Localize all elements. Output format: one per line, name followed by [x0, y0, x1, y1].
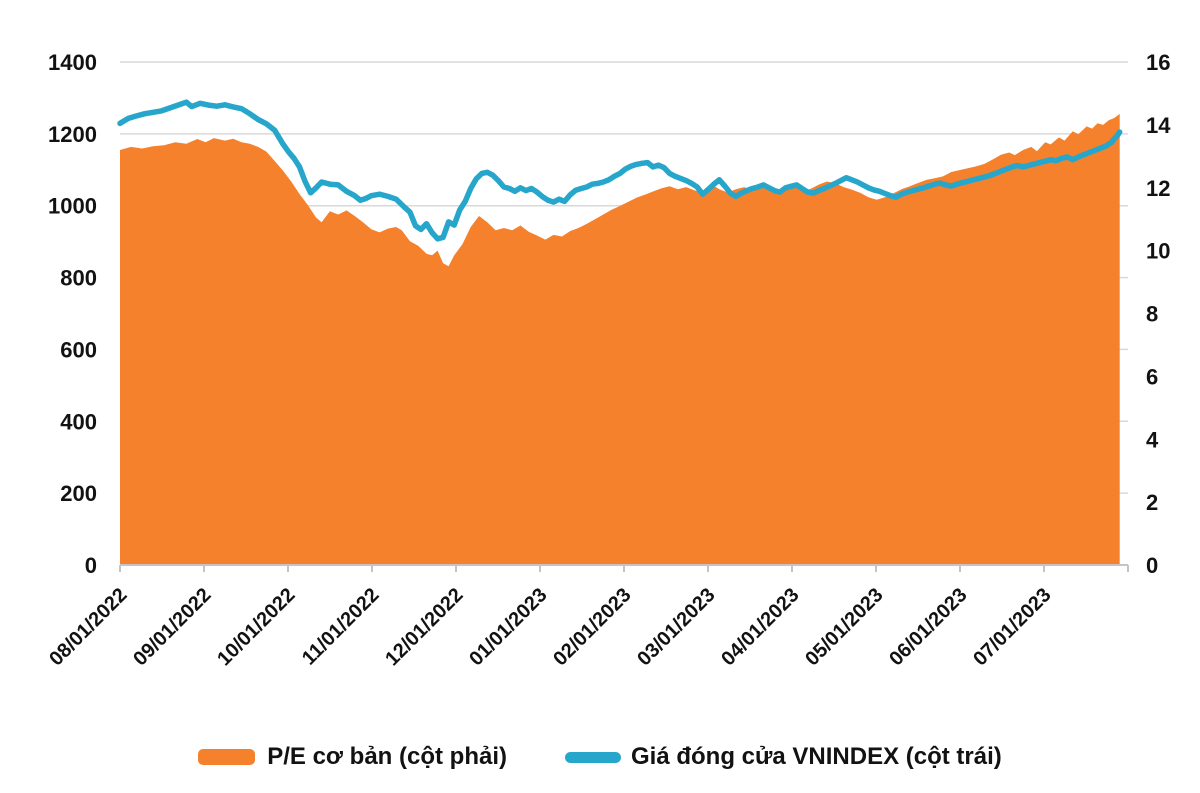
x-axis-tick-label: 07/01/2023: [969, 584, 1055, 670]
right-axis-tick-label: 2: [1146, 490, 1158, 515]
right-axis-tick-label: 16: [1146, 50, 1170, 75]
x-axis-tick-label: 02/01/2023: [549, 584, 635, 670]
pe-area-swatch-icon: [198, 749, 256, 765]
legend-item-vnindex: Giá đóng cửa VNINDEX (cột trái): [565, 743, 1002, 771]
right-axis-tick-label: 6: [1146, 364, 1158, 389]
x-axis-tick-label: 04/01/2023: [717, 584, 803, 670]
left-axis-tick-label: 600: [60, 337, 97, 362]
left-axis-tick-label: 200: [60, 481, 97, 506]
x-axis-tick-label: 01/01/2023: [465, 584, 551, 670]
vnindex-line-series: [117, 99, 1123, 242]
x-axis-tick-label: 08/01/2022: [45, 584, 131, 670]
x-axis-tick-label: 05/01/2023: [801, 584, 887, 670]
x-axis-tick-label: 06/01/2023: [885, 584, 971, 670]
right-axis-tick-label: 0: [1146, 553, 1158, 578]
left-axis-tick-label: 400: [60, 409, 97, 434]
left-axis-tick-label: 1400: [48, 50, 97, 75]
right-axis-tick-label: 12: [1146, 176, 1170, 201]
left-axis-tick-label: 0: [85, 553, 97, 578]
left-axis-tick-label: 1200: [48, 122, 97, 147]
right-axis-tick-label: 14: [1146, 113, 1171, 138]
x-axis-tick-label: 03/01/2023: [633, 584, 719, 670]
chart-legend: P/E cơ bản (cột phải) Giá đóng cửa VNIND…: [0, 743, 1200, 771]
x-axis-tick-label: 11/01/2022: [298, 584, 384, 670]
right-axis-tick-label: 8: [1146, 302, 1158, 327]
vnindex-line-swatch-icon: [565, 751, 621, 763]
pe-area-series: [120, 113, 1120, 566]
left-axis-tick-label: 800: [60, 266, 97, 291]
pe-legend-label: P/E cơ bản (cột phải): [267, 743, 507, 770]
vnindex-legend-label: Giá đóng cửa VNINDEX (cột trái): [631, 743, 1002, 770]
right-axis-tick-label: 4: [1146, 427, 1159, 452]
x-axis-tick-label: 12/01/2022: [381, 584, 467, 670]
x-axis-tick-label: 10/01/2022: [213, 584, 299, 670]
left-axis-tick-label: 1000: [48, 194, 97, 219]
legend-item-pe: P/E cơ bản (cột phải): [198, 743, 507, 771]
x-axis-tick-label: 09/01/2022: [129, 584, 215, 670]
right-axis-tick-label: 10: [1146, 239, 1170, 264]
